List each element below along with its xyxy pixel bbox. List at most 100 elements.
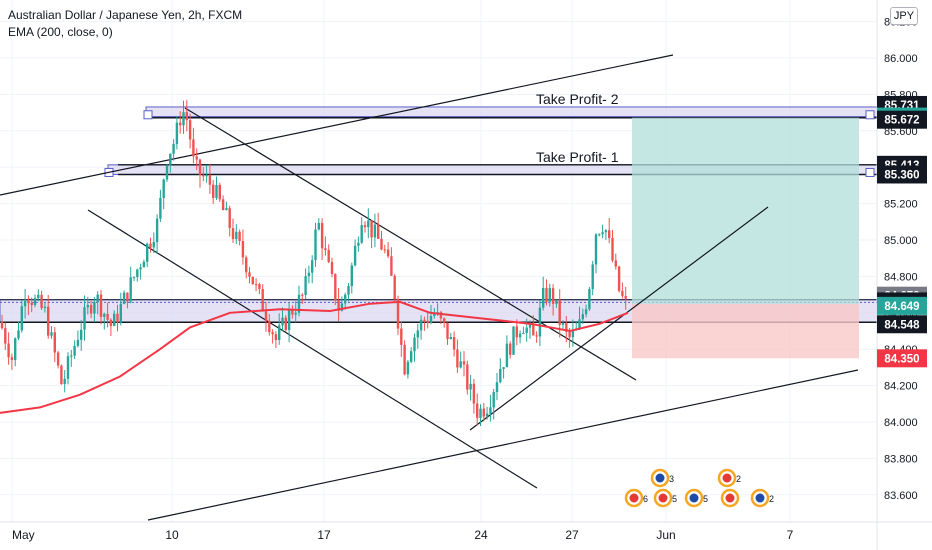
price-badge[interactable]: 85.672	[877, 110, 927, 129]
time-axis[interactable]: May 10 17 24 27 Jun 7	[0, 521, 932, 542]
candle-body	[344, 294, 347, 304]
flag-icon	[658, 493, 668, 503]
tp2-label: Take Profit- 2	[536, 91, 619, 107]
candle-body	[373, 224, 377, 238]
price-badge[interactable]: 84.649	[877, 296, 927, 315]
position-tool[interactable]	[632, 117, 859, 359]
event-badge[interactable]	[720, 488, 740, 508]
stop-area	[632, 303, 859, 359]
candle-body	[423, 319, 426, 321]
candle-body	[119, 303, 122, 323]
price-badge[interactable]: 84.350	[877, 349, 927, 368]
price-badge-bg	[877, 349, 927, 368]
candle-body	[80, 329, 83, 340]
trend-line[interactable]	[147, 369, 859, 521]
candle-body	[23, 300, 27, 307]
candle-body	[443, 318, 446, 323]
trend-line[interactable]	[469, 206, 769, 431]
candle-body	[334, 273, 337, 301]
event-badge-count: 2	[736, 474, 741, 484]
zone-handle	[865, 110, 875, 120]
candle-body	[578, 319, 581, 329]
time-tick: Jun	[656, 528, 675, 542]
candle-body	[27, 300, 30, 303]
candle-body	[565, 323, 568, 332]
candle-body	[96, 294, 99, 303]
trend-lines[interactable]	[0, 54, 859, 521]
candle-body	[413, 337, 416, 352]
candle-body	[258, 284, 261, 290]
candle-body	[492, 392, 495, 408]
price-tick: 83.600	[884, 490, 918, 502]
event-badge[interactable]: 3	[650, 468, 674, 488]
candle-body	[555, 299, 558, 304]
indicator-legend[interactable]: EMA (200, close, 0)	[8, 25, 113, 39]
candle-body	[512, 326, 515, 355]
price-tick: 85.600	[884, 126, 918, 138]
event-badge[interactable]: 2	[750, 488, 774, 508]
candle-body	[347, 286, 350, 295]
candle-body	[499, 368, 502, 383]
candle-body	[505, 343, 509, 368]
candle-body	[60, 365, 63, 385]
candle-body	[538, 307, 542, 337]
candle-body	[561, 323, 565, 325]
time-tick: 7	[787, 528, 794, 542]
currency-badge[interactable]: JPY	[890, 7, 918, 25]
candle-body	[548, 288, 551, 302]
candle-body	[525, 327, 528, 333]
candle-body	[0, 321, 4, 329]
candle-body	[416, 330, 419, 338]
candle-body	[449, 337, 452, 340]
price-axis[interactable]: 83.60083.80084.00084.20084.40084.60084.8…	[876, 0, 927, 550]
candle-body	[363, 225, 367, 228]
candle-body	[542, 288, 545, 308]
flag-icon	[629, 493, 639, 503]
candle-body	[202, 175, 205, 177]
candle-body	[248, 272, 251, 277]
candle-body	[535, 335, 538, 337]
candle-body	[584, 309, 588, 315]
symbol-title[interactable]: Australian Dollar / Japanese Yen, 2h, FX…	[8, 8, 243, 22]
event-badges[interactable]: 6 3 5 5 2 2	[624, 468, 774, 508]
candle-body	[172, 144, 175, 154]
candle-body	[195, 156, 198, 160]
candle-body	[532, 324, 535, 336]
event-badge-count: 3	[669, 474, 674, 484]
candle-body	[327, 249, 330, 263]
candle-body	[109, 319, 113, 326]
event-badge[interactable]: 6	[624, 488, 648, 508]
candle-body	[433, 313, 436, 316]
candle-body	[169, 153, 172, 166]
price-badge-bg	[877, 296, 927, 315]
candle-body	[50, 332, 53, 336]
event-badge[interactable]: 5	[684, 488, 708, 508]
candle-body	[472, 383, 476, 404]
price-badge[interactable]: 85.360	[877, 165, 927, 184]
event-badge[interactable]: 5	[653, 488, 677, 508]
candle-body	[268, 320, 271, 333]
candle-body	[192, 139, 195, 157]
price-badge-label: 85.672	[884, 115, 919, 127]
trend-line[interactable]	[87, 209, 538, 489]
price-badge[interactable]: 84.548	[877, 315, 927, 334]
candle-body	[231, 228, 235, 240]
event-badge[interactable]: 2	[717, 468, 741, 488]
candle-body	[86, 304, 89, 308]
price-badge-bg	[877, 315, 927, 334]
candle-body	[66, 356, 70, 379]
candle-body	[10, 357, 14, 360]
candle-body	[281, 317, 284, 326]
candle-body	[462, 361, 466, 365]
candle-body	[393, 275, 396, 299]
event-badge-count: 5	[703, 494, 708, 504]
event-badge-count: 2	[769, 494, 774, 504]
candle-body	[139, 267, 142, 270]
candle-body	[429, 315, 433, 323]
candle-body	[495, 382, 499, 393]
trend-line[interactable]	[0, 54, 674, 196]
trend-line[interactable]	[184, 107, 637, 381]
candle-body	[126, 292, 129, 302]
